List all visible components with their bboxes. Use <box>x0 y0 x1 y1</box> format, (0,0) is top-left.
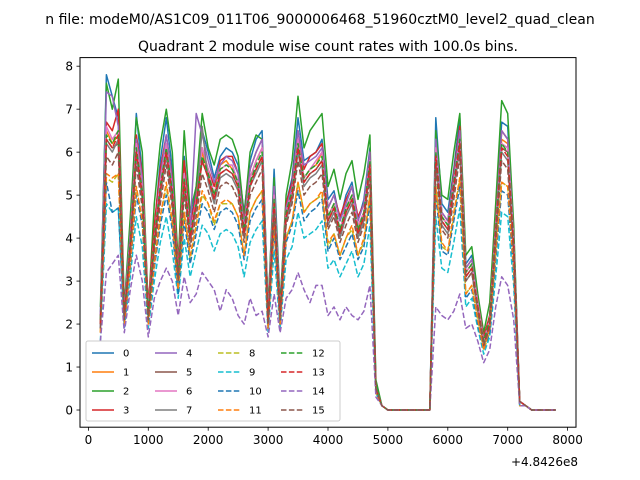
legend-label-6: 6 <box>186 387 192 398</box>
series-line-14 <box>99 254 556 411</box>
x-tick-label: 4000 <box>313 433 344 447</box>
x-tick-label: 1000 <box>133 433 164 447</box>
legend-label-10: 10 <box>249 387 262 398</box>
axis-layer: 0 1000 2000 3000 4000 5000 6000 7000 80000123456… <box>65 59 583 447</box>
plot-frame <box>79 57 577 428</box>
chart-title: Quadrant 2 module wise count rates with … <box>138 39 518 55</box>
series-line-13 <box>99 134 556 411</box>
series-line-11 <box>99 172 556 411</box>
legend-label-13: 13 <box>312 368 325 379</box>
legend-label-9: 9 <box>249 368 255 379</box>
legend-label-4: 4 <box>186 349 192 360</box>
legend-frame <box>85 340 341 422</box>
y-tick-label: 0 <box>65 403 73 417</box>
x-tick-label: 6000 <box>433 433 464 447</box>
x-tick-label: 3000 <box>253 433 284 447</box>
y-tick-label: 7 <box>65 102 73 116</box>
legend-label-5: 5 <box>186 368 192 379</box>
series-layer <box>99 74 556 411</box>
legend-label-11: 11 <box>249 406 262 417</box>
y-tick-label: 2 <box>65 317 73 331</box>
y-tick-label: 4 <box>65 231 73 245</box>
x-tick-label: 7000 <box>492 433 523 447</box>
series-line-9 <box>99 202 556 411</box>
x-tick-label: 2000 <box>193 433 224 447</box>
y-tick-label: 3 <box>65 274 73 288</box>
y-tick-label: 5 <box>65 188 73 202</box>
legend-label-2: 2 <box>123 387 129 398</box>
series-line-15 <box>99 151 556 411</box>
figure-suptitle: n file: modeM0/AS1C09_011T06_9000006468_… <box>45 12 594 28</box>
x-tick-label: 0 <box>85 433 93 447</box>
x-tick-label: 5000 <box>373 433 404 447</box>
x-tick-label: 8000 <box>552 433 583 447</box>
legend-label-0: 0 <box>123 349 129 360</box>
legend-label-8: 8 <box>249 349 255 360</box>
legend-label-12: 12 <box>312 349 325 360</box>
legend-label-15: 15 <box>312 406 325 417</box>
legend-label-14: 14 <box>312 387 325 398</box>
x-offset-label: +4.8426e8 <box>511 455 578 469</box>
legend-label-7: 7 <box>186 406 192 417</box>
y-tick-label: 8 <box>65 59 73 73</box>
y-tick-label: 6 <box>65 145 73 159</box>
legend-label-1: 1 <box>123 368 129 379</box>
legend-label-3: 3 <box>123 406 129 417</box>
y-tick-label: 1 <box>65 360 73 374</box>
